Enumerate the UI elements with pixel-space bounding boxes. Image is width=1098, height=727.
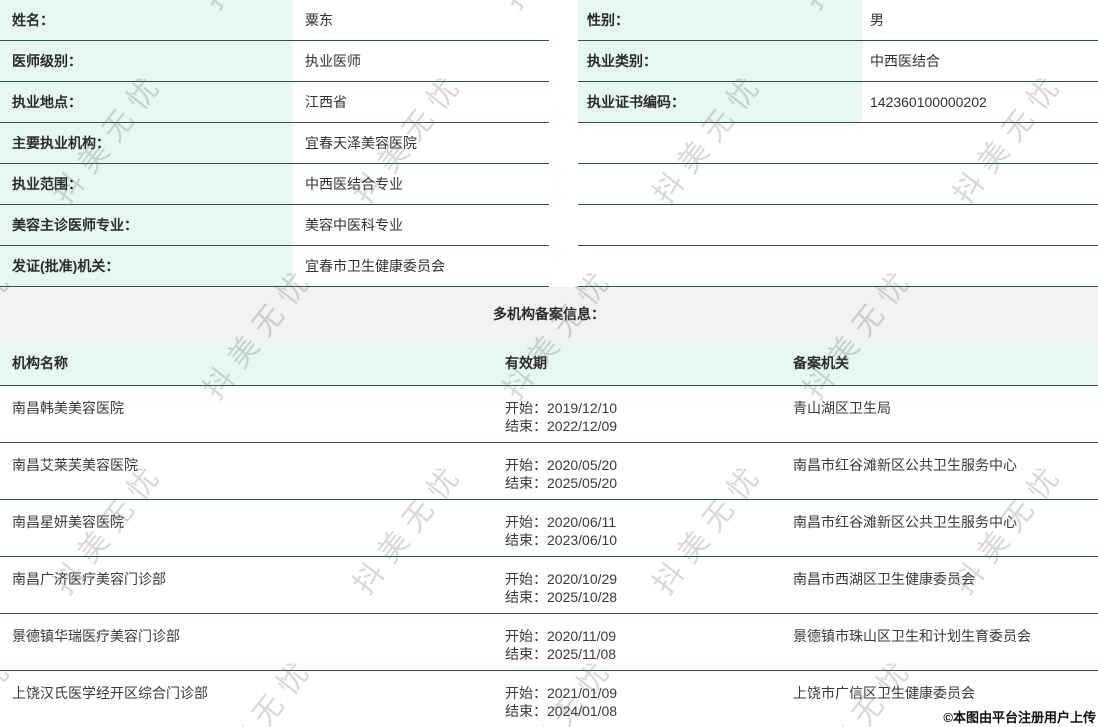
- field-value: 执业医师: [293, 41, 549, 82]
- filing-table-header: 机构名称 有效期 备案机关: [0, 341, 1098, 386]
- institution-name: 南昌星妍美容医院: [12, 514, 124, 530]
- field-value: 男: [862, 0, 1098, 41]
- column-gap: [549, 41, 578, 82]
- validity-start: 开始：2020/11/09: [505, 628, 617, 644]
- field-label: 主要执业机构：: [0, 123, 293, 164]
- filing-authority: 青山湖区卫生局: [793, 400, 891, 416]
- filing-authority: 景德镇市珠山区卫生和计划生育委员会: [793, 628, 1031, 644]
- filing-authority: 上饶市广信区卫生健康委员会: [793, 685, 975, 701]
- column-gap: [549, 82, 578, 123]
- validity-end: 结束：2025/05/20: [505, 475, 618, 491]
- field-value: 美容中医科专业: [293, 205, 549, 246]
- table-row: 南昌艾莱芙美容医院 开始：2020/05/20 结束：2025/05/20 南昌…: [0, 443, 1098, 500]
- field-value: 粟东: [293, 0, 549, 41]
- column-gap: [549, 123, 578, 164]
- filing-table: 机构名称 有效期 备案机关 南昌韩美美容医院 开始：2019/12/10 结束：…: [0, 341, 1098, 727]
- institution-name: 南昌艾莱芙美容医院: [12, 457, 138, 473]
- field-label: 性别：: [578, 0, 862, 41]
- header-institution-name: 机构名称: [12, 355, 68, 371]
- table-row: 南昌星妍美容医院 开始：2020/06/11 结束：2023/06/10 南昌市…: [0, 500, 1098, 557]
- field-label: 姓名：: [0, 0, 293, 41]
- empty-cell: [578, 123, 1098, 164]
- validity-end: 结束：2023/06/10: [505, 532, 618, 548]
- field-label: 执业类别：: [578, 41, 862, 82]
- validity-start: 开始：2020/06/11: [505, 514, 617, 530]
- field-value: 宜春市卫生健康委员会: [293, 246, 549, 287]
- validity-end: 结束：2024/01/08: [505, 703, 618, 719]
- section-band: 多机构备案信息：: [0, 287, 1098, 341]
- validity-end: 结束：2025/11/08: [505, 646, 617, 662]
- field-value: 142360100000202: [862, 82, 1098, 123]
- institution-name: 景德镇华瑞医疗美容门诊部: [12, 628, 180, 644]
- field-label: 执业范围：: [0, 164, 293, 205]
- empty-cell: [578, 164, 1098, 205]
- header-validity: 有效期: [505, 355, 547, 371]
- field-label: 执业证书编码：: [578, 82, 862, 123]
- validity-period: 开始：2021/01/09 结束：2024/01/08: [505, 684, 793, 727]
- empty-cell: [578, 205, 1098, 246]
- validity-start: 开始：2019/12/10: [505, 400, 618, 416]
- section-title: 多机构备案信息：: [493, 306, 605, 322]
- validity-period: 开始：2020/06/11 结束：2023/06/10: [505, 513, 793, 556]
- institution-name: 南昌韩美美容医院: [12, 400, 124, 416]
- validity-end: 结束：2022/12/09: [505, 418, 618, 434]
- field-value: 宜春天泽美容医院: [293, 123, 549, 164]
- info-row: 姓名： 粟东 性别： 男: [0, 0, 1098, 41]
- validity-period: 开始：2019/12/10 结束：2022/12/09: [505, 399, 793, 442]
- column-gap: [549, 0, 578, 41]
- info-row: 发证(批准)机关： 宜春市卫生健康委员会: [0, 246, 1098, 287]
- header-filing-authority: 备案机关: [793, 355, 849, 371]
- field-value: 中西医结合: [862, 41, 1098, 82]
- column-gap: [549, 205, 578, 246]
- doctor-info-table: 姓名： 粟东 性别： 男 医师级别： 执业医师 执业类别： 中西医结合 执业地点…: [0, 0, 1098, 287]
- empty-cell: [578, 246, 1098, 287]
- filing-authority: 南昌市西湖区卫生健康委员会: [793, 571, 975, 587]
- filing-authority: 南昌市红谷滩新区公共卫生服务中心: [793, 457, 1017, 473]
- field-label: 执业地点：: [0, 82, 293, 123]
- validity-start: 开始：2021/01/09: [505, 685, 618, 701]
- field-value: 江西省: [293, 82, 549, 123]
- validity-period: 开始：2020/05/20 结束：2025/05/20: [505, 456, 793, 499]
- info-row: 医师级别： 执业医师 执业类别： 中西医结合: [0, 41, 1098, 82]
- field-label: 美容主诊医师专业：: [0, 205, 293, 246]
- institution-name: 上饶汉氏医学经开区综合门诊部: [12, 685, 208, 701]
- filing-authority: 南昌市红谷滩新区公共卫生服务中心: [793, 514, 1017, 530]
- info-row: 美容主诊医师专业： 美容中医科专业: [0, 205, 1098, 246]
- info-row: 执业地点： 江西省 执业证书编码： 142360100000202: [0, 82, 1098, 123]
- field-label: 发证(批准)机关：: [0, 246, 293, 287]
- table-row: 南昌广济医疗美容门诊部 开始：2020/10/29 结束：2025/10/28 …: [0, 557, 1098, 614]
- validity-start: 开始：2020/10/29: [505, 571, 618, 587]
- info-row: 执业范围： 中西医结合专业: [0, 164, 1098, 205]
- validity-period: 开始：2020/11/09 结束：2025/11/08: [505, 627, 793, 670]
- column-gap: [549, 164, 578, 205]
- institution-name: 南昌广济医疗美容门诊部: [12, 571, 166, 587]
- table-row: 南昌韩美美容医院 开始：2019/12/10 结束：2022/12/09 青山湖…: [0, 386, 1098, 443]
- validity-period: 开始：2020/10/29 结束：2025/10/28: [505, 570, 793, 613]
- upload-credit: ©本图由平台注册用户上传: [943, 710, 1096, 725]
- field-value: 中西医结合专业: [293, 164, 549, 205]
- info-row: 主要执业机构： 宜春天泽美容医院: [0, 123, 1098, 164]
- validity-end: 结束：2025/10/28: [505, 589, 618, 605]
- column-gap: [549, 246, 578, 287]
- table-row: 上饶汉氏医学经开区综合门诊部 开始：2021/01/09 结束：2024/01/…: [0, 671, 1098, 727]
- validity-start: 开始：2020/05/20: [505, 457, 618, 473]
- table-row: 景德镇华瑞医疗美容门诊部 开始：2020/11/09 结束：2025/11/08…: [0, 614, 1098, 671]
- field-label: 医师级别：: [0, 41, 293, 82]
